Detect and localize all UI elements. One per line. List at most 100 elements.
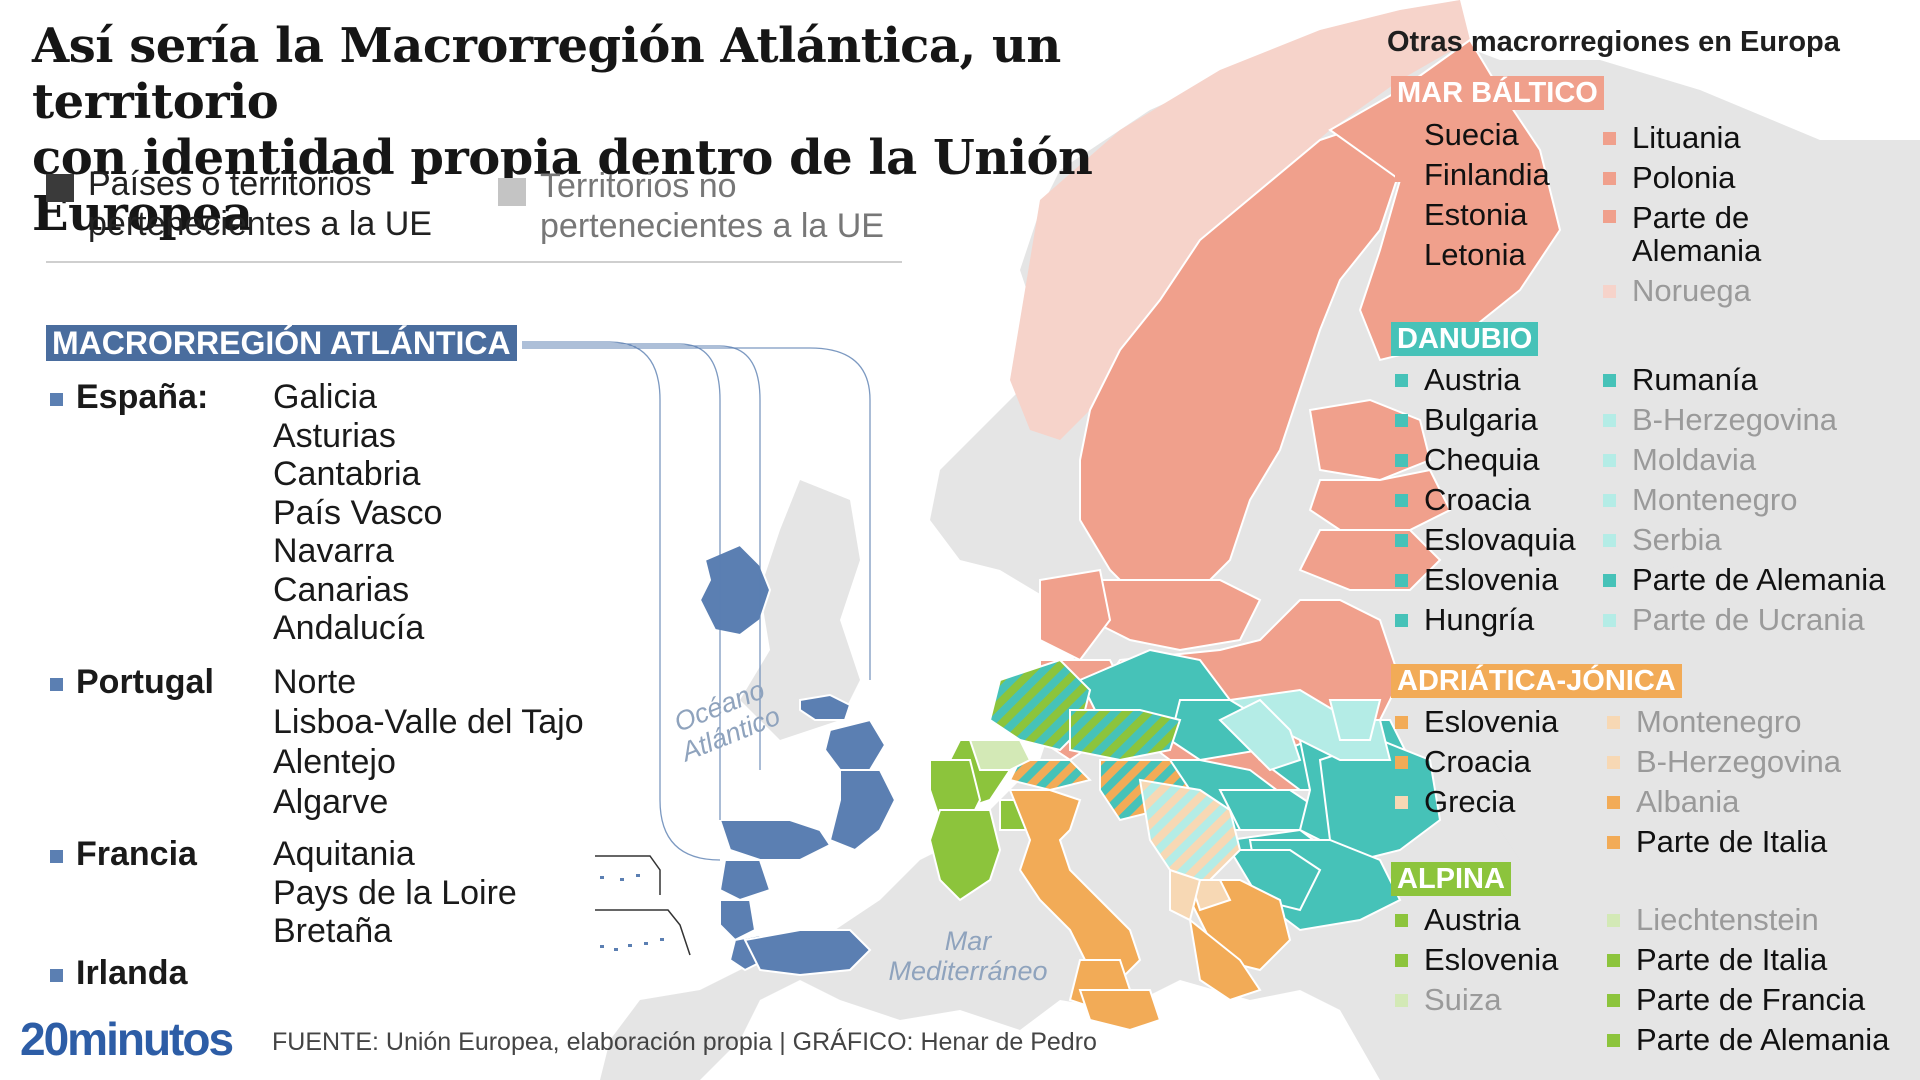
bullet [1607,756,1620,769]
adriatic-col1: Eslovenia Croacia Grecia [1392,702,1558,822]
region-slovenia-hatched [1008,759,1092,792]
bullet [1395,414,1408,427]
sea-line-1: Mar [944,926,992,956]
country-label: Finlandia [1424,157,1550,192]
bullet [1395,169,1408,182]
region-pays-de-la-loire [823,718,887,771]
bullet [1607,914,1620,927]
country-label: Parte de Ucrania [1632,602,1865,637]
list-item: Parte de Italia [1604,940,1889,980]
list-item: Montenegro [1600,480,1885,520]
country-label: Parte de Italia [1636,824,1828,859]
region-label: Algarve [273,783,389,821]
bullet [1603,614,1616,627]
list-item: Chequia [1392,440,1576,480]
country-label: Parte de Francia [1636,982,1866,1017]
region-label: Norte [273,663,357,701]
list-item: Polonia [1600,158,1800,198]
bullet [1395,494,1408,507]
bullet [1395,129,1408,142]
country-label: Eslovenia [1424,704,1559,739]
bullet [1603,285,1616,298]
country-label: Eslovenia [1424,562,1559,597]
bullet [1603,132,1616,145]
list-item: Eslovenia [1392,940,1558,980]
brand-logo[interactable]: 20minutos [20,1013,234,1065]
title-line-1: Así sería la Macrorregión Atlántica, un … [32,18,1061,130]
list-item: Finlandia [1392,155,1550,195]
list-item: B-Herzegovina [1604,742,1841,782]
region-label: Andalucía [273,609,425,647]
country-label: Austria [1424,902,1521,937]
region-label: Pays de la Loire [273,873,517,912]
regions-portugal: Norte Lisboa-Valle del Tajo Alentejo Alg… [273,662,584,822]
atlantica-francia: Francia Aquitania Pays de la Loire Breta… [46,835,566,955]
country-label: Lituania [1632,120,1741,155]
country-label: Rumanía [1632,362,1758,397]
region-andalucia [743,929,872,977]
region-alpina [928,739,1042,902]
bullet [1395,954,1408,967]
bullet [1607,1034,1620,1047]
list-item: Grecia [1392,782,1558,822]
country-label: Estonia [1424,197,1528,232]
country-label: Austria [1424,362,1521,397]
list-item: Parte de Alemania [1600,560,1885,600]
adriatic-col2: Montenegro B-Herzegovina Albania Parte d… [1604,702,1841,862]
region-label: Alentejo [273,743,396,781]
bullet [1607,836,1620,849]
bullet-portugal [50,678,63,691]
list-item: Serbia [1600,520,1885,560]
bullet [1395,534,1408,547]
source-credit: FUENTE: Unión Europea, elaboración propi… [272,1028,1097,1056]
country-label: Moldavia [1632,442,1757,477]
country-label: Grecia [1424,784,1516,819]
country-label: Parte de Alemania [1632,200,1762,268]
list-item: Suecia [1392,115,1550,155]
country-portugal: Portugal [76,663,214,701]
country-label: Parte de Alemania [1632,562,1886,597]
bullet [1395,249,1408,262]
bullet [1607,954,1620,967]
danube-col2: Rumanía B-Herzegovina Moldavia Montenegr… [1600,360,1885,640]
list-item: Eslovenia [1392,702,1558,742]
bullet [1395,914,1408,927]
atlantica-header: MACRORREGIÓN ATLÁNTICA [46,325,517,361]
country-label: Croacia [1424,482,1531,517]
legend-eu-swatch [46,174,74,202]
list-item: Eslovaquia [1392,520,1576,560]
atlantica-portugal: Portugal Norte Lisboa-Valle del Tajo Ale… [46,662,584,822]
list-item: Parte de Francia [1604,980,1889,1020]
region-label: Lisboa-Valle del Tajo [273,703,584,741]
list-item: Parte de Alemania [1604,1020,1889,1060]
country-label: Albania [1636,784,1740,819]
list-item: Austria [1392,360,1576,400]
list-item: Lituania [1600,118,1800,158]
list-item: Liechtenstein [1604,900,1889,940]
bullet [1603,494,1616,507]
list-item: Hungría [1392,600,1576,640]
bullet [1603,374,1616,387]
page-title: Así sería la Macrorregión Atlántica, un … [32,18,1312,242]
region-label: Galicia [273,378,377,416]
baltic-col2: Lituania Polonia Parte de Alemania Norue… [1600,118,1800,311]
country-label: B-Herzegovina [1636,744,1842,779]
baltic-col1: Suecia Finlandia Estonia Letonia [1392,115,1550,275]
region-noruega [1010,0,1470,440]
region-adriatica-jonica [1008,789,1292,1032]
alpine-col2: Liechtenstein Parte de Italia Parte de F… [1604,900,1889,1060]
bullet-francia [50,850,63,863]
region-atlantica [698,543,897,977]
list-item: Letonia [1392,235,1550,275]
region-label: Aquitania [273,835,415,873]
bullet [1395,716,1408,729]
list-item: Austria [1392,900,1558,940]
region-austria-hatched [1069,709,1182,762]
title-line-2: con identidad propia dentro de la Unión … [32,130,1093,242]
region-label: Asturias [273,416,396,455]
region-label: Cantabria [273,455,421,493]
legend-non-eu-text: Territorios no pertenecientes a la UE [540,166,920,246]
bullet [1395,756,1408,769]
legend-eu-line-2: pertenecientes a la UE [88,205,432,243]
